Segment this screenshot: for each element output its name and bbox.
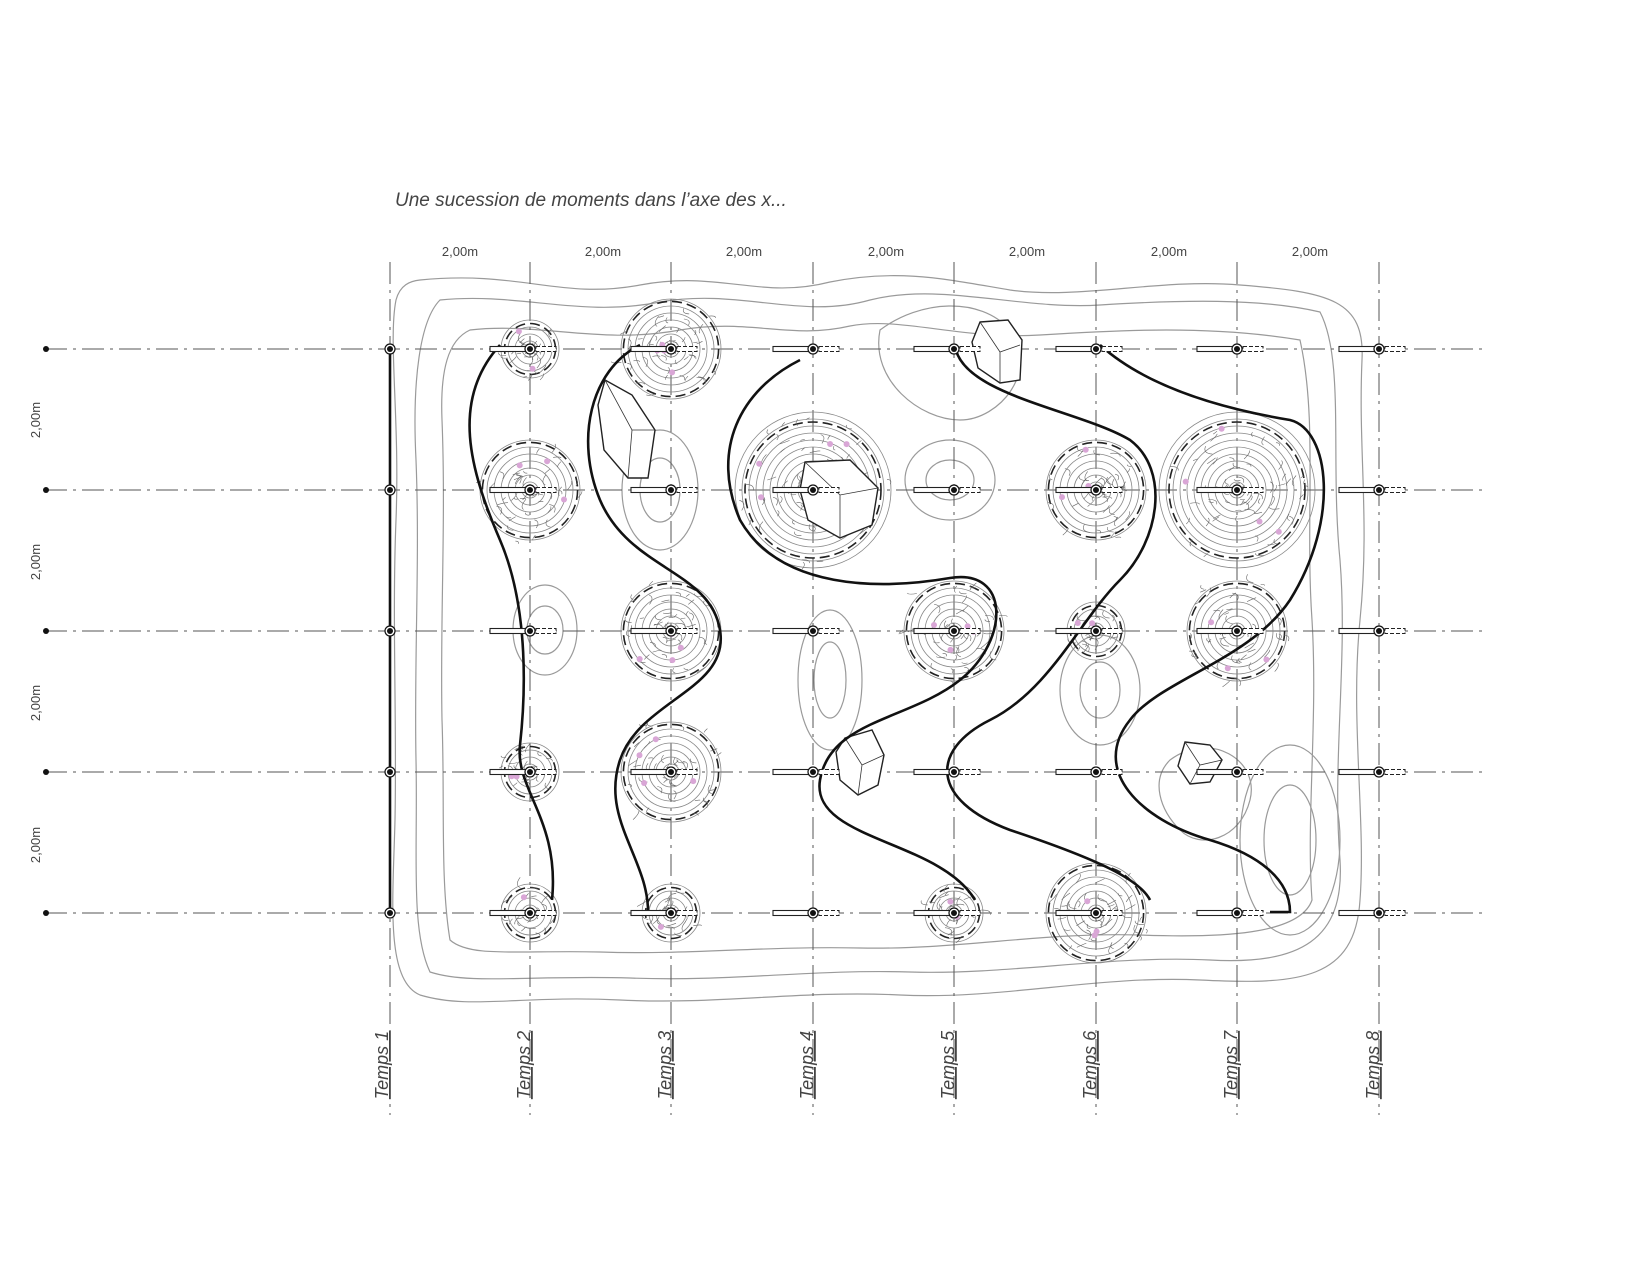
compass-node-icon xyxy=(914,344,980,354)
compass-node-icon xyxy=(1197,344,1263,354)
temps-label-1: Temps 1 xyxy=(372,1031,392,1099)
dimension-y-3: 2,00m xyxy=(28,685,43,721)
temps-label-7: Temps 7 xyxy=(1221,1030,1241,1099)
dimension-x-3: 2,00m xyxy=(726,244,762,259)
node-group xyxy=(385,344,1405,918)
compass-node-icon xyxy=(773,908,839,918)
compass-node-icon xyxy=(1339,767,1405,777)
temps-label-8: Temps 8 xyxy=(1363,1031,1383,1099)
axis-end-dot xyxy=(43,628,49,634)
path-temps-5 xyxy=(947,345,1155,900)
dimension-x-5: 2,00m xyxy=(1009,244,1045,259)
path-temps-2 xyxy=(470,345,553,900)
compass-node-icon xyxy=(385,344,395,354)
grid-axes xyxy=(43,262,1485,1115)
dimension-x-1: 2,00m xyxy=(442,244,478,259)
compass-node-icon xyxy=(1056,767,1122,777)
dimension-row-x: 2,00m 2,00m 2,00m 2,00m 2,00m 2,00m 2,00… xyxy=(442,244,1328,259)
dimension-y-2: 2,00m xyxy=(28,544,43,580)
dimension-x-7: 2,00m xyxy=(1292,244,1328,259)
temps-label-3: Temps 3 xyxy=(655,1031,675,1099)
compass-node-icon xyxy=(1197,908,1263,918)
compass-node-icon xyxy=(1339,485,1405,495)
axis-end-dot xyxy=(43,769,49,775)
compass-node-icon xyxy=(914,485,980,495)
temps-label-5: Temps 5 xyxy=(938,1030,958,1099)
compass-node-icon xyxy=(385,908,395,918)
dimension-x-6: 2,00m xyxy=(1151,244,1187,259)
compass-node-icon xyxy=(773,344,839,354)
compass-node-icon xyxy=(385,626,395,636)
dimension-x-4: 2,00m xyxy=(868,244,904,259)
compass-node-icon xyxy=(385,485,395,495)
dimension-y-1: 2,00m xyxy=(28,402,43,438)
compass-node-icon xyxy=(1056,344,1122,354)
compass-node-icon xyxy=(773,767,839,777)
temps-label-4: Temps 4 xyxy=(797,1031,817,1099)
axis-end-dot xyxy=(43,910,49,916)
compass-node-icon xyxy=(1339,626,1405,636)
compass-node-icon xyxy=(631,485,697,495)
dimension-column-y: 2,00m 2,00m 2,00m 2,00m xyxy=(28,402,43,863)
axis-end-dot xyxy=(43,346,49,352)
dimension-x-2: 2,00m xyxy=(585,244,621,259)
temps-label-6: Temps 6 xyxy=(1080,1030,1100,1099)
compass-node-icon xyxy=(1339,908,1405,918)
axis-end-dot xyxy=(43,487,49,493)
compass-node-icon xyxy=(1339,344,1405,354)
temps-label-2: Temps 2 xyxy=(514,1031,534,1099)
compass-node-icon xyxy=(385,767,395,777)
dimension-y-4: 2,00m xyxy=(28,827,43,863)
temps-labels: Temps 1 Temps 2 Temps 3 Temps 4 Temps 5 … xyxy=(372,1030,1383,1099)
